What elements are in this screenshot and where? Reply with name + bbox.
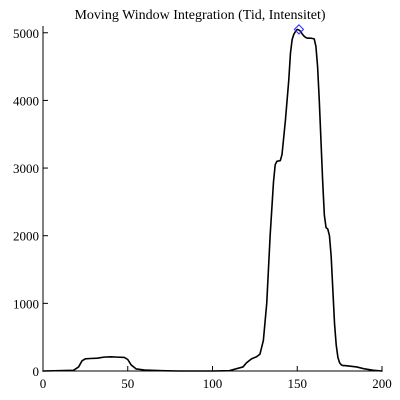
chart-title: Moving Window Integration (Tid, Intensit… bbox=[74, 8, 325, 23]
marker-layer bbox=[293, 24, 305, 35]
series-line-1 bbox=[42, 28, 383, 372]
peak-marker bbox=[293, 24, 305, 35]
x-tick-label: 100 bbox=[203, 376, 223, 391]
y-tick-label: 3000 bbox=[13, 161, 39, 176]
y-tick-label: 5000 bbox=[13, 26, 39, 41]
y-tick-label: 2000 bbox=[13, 229, 39, 244]
y-tick-label: 0 bbox=[33, 364, 40, 379]
x-tick-label: 150 bbox=[288, 376, 308, 391]
x-tick-label: 0 bbox=[40, 376, 47, 391]
x-tick-label: 50 bbox=[121, 376, 134, 391]
series-layer bbox=[42, 28, 383, 372]
y-tick-label: 1000 bbox=[13, 296, 39, 311]
axes bbox=[42, 26, 382, 372]
y-tick-label: 4000 bbox=[13, 93, 39, 108]
x-tick-label: 200 bbox=[372, 376, 392, 391]
